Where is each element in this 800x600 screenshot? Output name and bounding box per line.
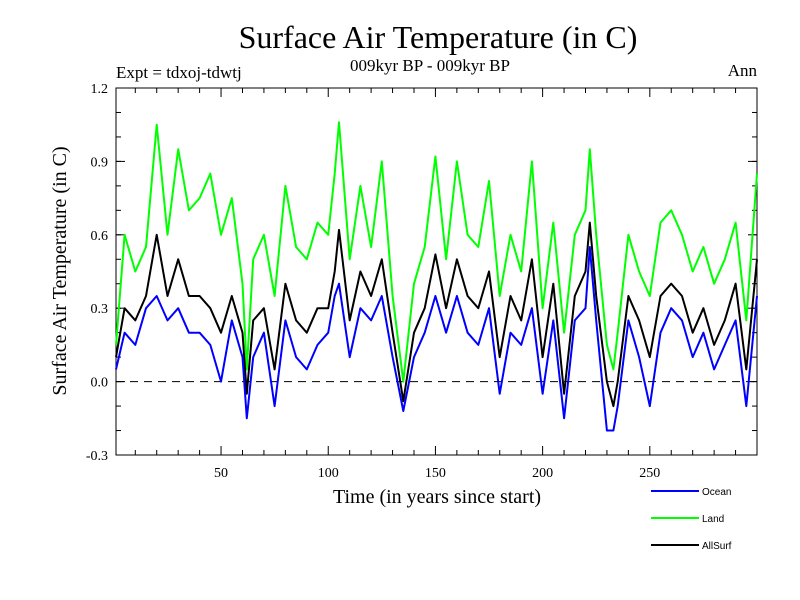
season-label: Ann <box>728 61 758 80</box>
y-tick-label: 0.9 <box>91 155 109 170</box>
series-line-ocean <box>115 246 758 432</box>
plot-area: -0.3 0.0 0.3 0.6 0.9 1.2 50 100 150 200 250 <box>86 82 758 481</box>
legend-label-allsurf: AllSurf <box>702 541 732 552</box>
x-tick-label: 50 <box>214 466 228 481</box>
legend-label-land: Land <box>702 514 724 525</box>
x-tick-label: 250 <box>639 466 660 481</box>
y-tick-label: 1.2 <box>91 82 109 97</box>
experiment-label: Expt = tdxoj-tdwtj <box>116 63 242 82</box>
plot-frame <box>115 87 758 456</box>
y-tick-label: 0.3 <box>91 302 109 317</box>
period-label: 009kyr BP - 009kyr BP <box>350 56 510 75</box>
y-tick-label: 0.0 <box>91 376 109 391</box>
x-tick-label: 150 <box>425 466 446 481</box>
y-tick-label: 0.6 <box>91 229 109 244</box>
chart-title: Surface Air Temperature (in C) <box>239 19 638 55</box>
series-line-land <box>115 121 758 383</box>
x-axis-label: Time (in years since start) <box>333 486 541 508</box>
y-axis-label: Surface Air Temperature (in C) <box>49 146 71 395</box>
series-layer <box>115 121 758 432</box>
x-tick-label: 100 <box>318 466 339 481</box>
x-tick-label: 200 <box>532 466 553 481</box>
y-tick-label: -0.3 <box>86 449 108 464</box>
legend-label-ocean: Ocean <box>702 487 731 498</box>
legend: Ocean Land AllSurf <box>651 487 732 552</box>
series-line-allsurf <box>115 221 758 408</box>
axis-ticks: -0.3 0.0 0.3 0.6 0.9 1.2 50 100 150 200 250 <box>86 82 757 481</box>
